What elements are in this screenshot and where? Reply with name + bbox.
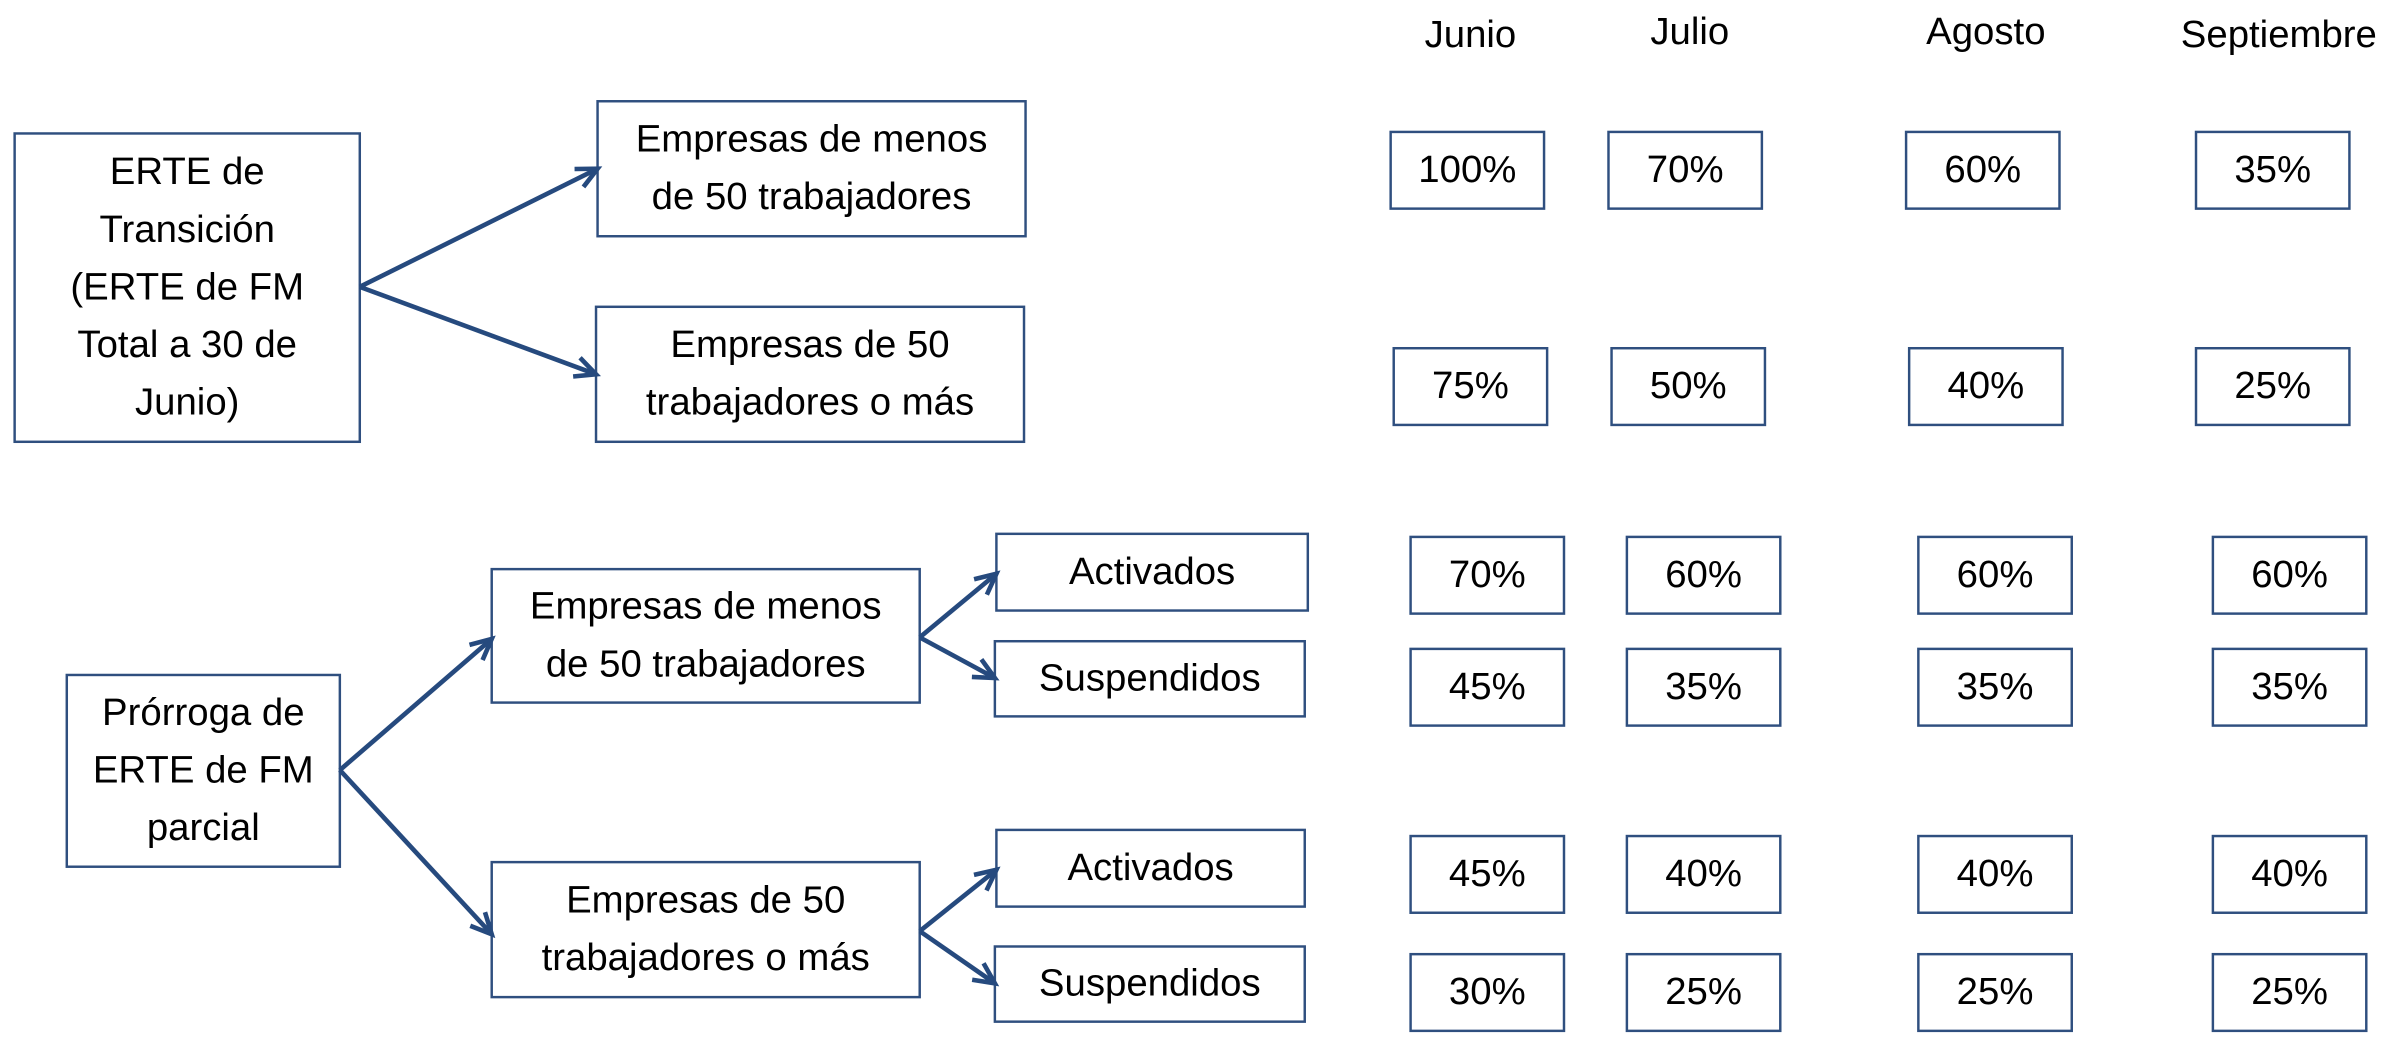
arrowhead <box>468 635 496 661</box>
group-label: parcial <box>147 806 260 849</box>
value-box <box>1409 952 1566 1033</box>
value-box <box>1610 346 1767 427</box>
value-box <box>2211 535 2368 615</box>
value-box <box>2194 130 2351 210</box>
branch-label: de 50 trabajadores <box>652 175 972 218</box>
value-box <box>1392 346 1549 427</box>
value-label: 25% <box>1665 970 1742 1013</box>
month-header: Julio <box>1650 10 1729 53</box>
value-box <box>1625 834 1782 914</box>
group-label: ERTE de <box>110 150 265 193</box>
month-header: Agosto <box>1926 10 2045 53</box>
sub-label: Suspendidos <box>1039 962 1261 1005</box>
branch-label: trabajadores o más <box>646 381 974 424</box>
value-box <box>1389 130 1546 210</box>
branch-box <box>490 860 921 999</box>
value-box <box>2194 346 2351 427</box>
value-label: 60% <box>1957 553 2034 596</box>
value-label: 45% <box>1449 665 1526 708</box>
arrow <box>338 768 494 936</box>
arrowhead <box>574 166 603 189</box>
value-box <box>1907 346 2064 427</box>
group-label: ERTE de FM <box>93 749 314 792</box>
arrowhead <box>572 356 601 379</box>
branch-label: trabajadores o más <box>542 936 870 979</box>
value-label: 25% <box>2251 970 2328 1013</box>
value-label: 45% <box>1449 852 1526 895</box>
sub-box <box>995 828 1306 908</box>
value-label: 70% <box>1449 553 1526 596</box>
arrow <box>338 637 494 772</box>
branch-box <box>596 100 1027 238</box>
value-label: 40% <box>2251 852 2328 895</box>
value-box <box>1409 647 1566 727</box>
arrow <box>918 635 996 681</box>
arrow <box>918 929 997 986</box>
value-label: 30% <box>1449 970 1526 1013</box>
value-box <box>1625 535 1782 615</box>
branch-label: Empresas de menos <box>636 118 988 161</box>
group-label: Total a 30 de <box>77 323 297 366</box>
value-label: 35% <box>2251 665 2328 708</box>
value-box <box>1917 535 2073 615</box>
sub-label: Activados <box>1069 550 1235 593</box>
value-label: 35% <box>1957 665 2034 708</box>
group-label: Transición <box>99 208 274 251</box>
value-label: 40% <box>1957 852 2034 895</box>
value-box <box>1917 647 2073 727</box>
value-label: 40% <box>1947 364 2024 407</box>
arrow <box>918 867 998 933</box>
value-label: 60% <box>2251 553 2328 596</box>
arrow <box>918 571 998 640</box>
branch-label: Empresas de 50 <box>566 879 845 922</box>
branch-label: de 50 trabajadores <box>546 642 866 685</box>
value-box <box>1625 647 1782 727</box>
value-box <box>1917 952 2073 1033</box>
value-label: 35% <box>1665 665 1742 708</box>
group-box <box>65 673 342 868</box>
arrow <box>358 284 597 377</box>
group-label: (ERTE de FM <box>70 265 304 308</box>
group-label: Junio) <box>135 380 239 423</box>
value-box <box>2211 952 2368 1033</box>
value-label: 25% <box>1957 970 2034 1013</box>
value-label: 40% <box>1665 852 1742 895</box>
arrowhead <box>973 570 1001 596</box>
value-label: 35% <box>2234 148 2311 191</box>
value-box <box>1607 130 1764 210</box>
value-box <box>1409 834 1566 914</box>
value-box <box>1917 834 2073 914</box>
sub-box <box>995 532 1310 612</box>
group-label: Prórroga de <box>102 691 304 734</box>
value-box <box>2211 834 2368 914</box>
value-label: 60% <box>1944 148 2021 191</box>
group-box <box>13 132 362 444</box>
arrowhead <box>973 866 1001 892</box>
arrowhead <box>469 911 496 939</box>
sub-label: Activados <box>1067 846 1233 889</box>
value-label: 60% <box>1665 553 1742 596</box>
branch-box <box>594 305 1026 444</box>
value-box <box>2211 647 2368 727</box>
month-header: Junio <box>1425 13 1517 56</box>
value-label: 70% <box>1647 148 1724 191</box>
value-box <box>1409 535 1566 615</box>
value-box <box>1904 130 2061 210</box>
value-label: 75% <box>1432 364 1509 407</box>
value-label: 100% <box>1418 148 1516 191</box>
value-label: 50% <box>1650 364 1727 407</box>
branch-box <box>490 567 921 704</box>
sub-box <box>993 639 1306 718</box>
arrow <box>358 166 599 289</box>
arrowhead <box>971 962 1000 987</box>
month-header: Septiembre <box>2181 13 2377 56</box>
value-box <box>1625 952 1782 1033</box>
branch-label: Empresas de menos <box>530 585 882 628</box>
sub-label: Suspendidos <box>1039 656 1261 699</box>
value-label: 25% <box>2234 364 2311 407</box>
arrowhead <box>971 658 1000 681</box>
branch-label: Empresas de 50 <box>670 323 949 366</box>
sub-box <box>993 945 1306 1023</box>
